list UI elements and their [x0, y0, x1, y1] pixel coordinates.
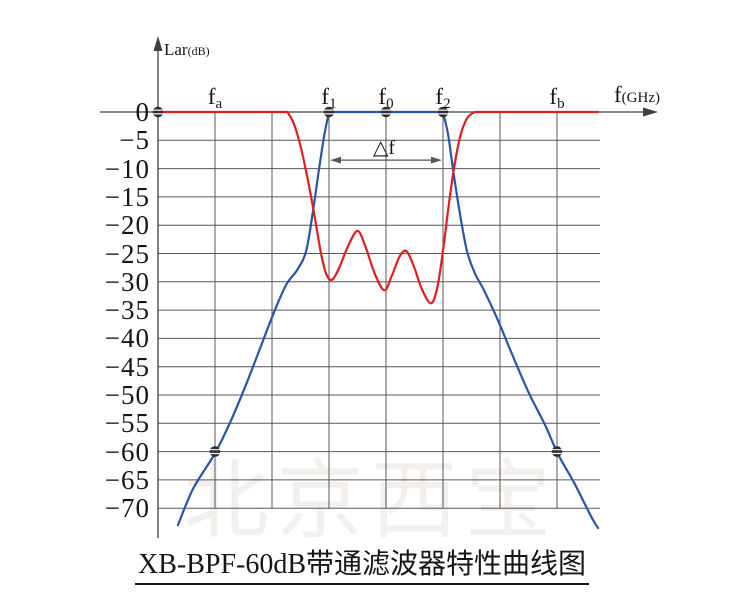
- watermark: 北京西宝: [183, 453, 559, 549]
